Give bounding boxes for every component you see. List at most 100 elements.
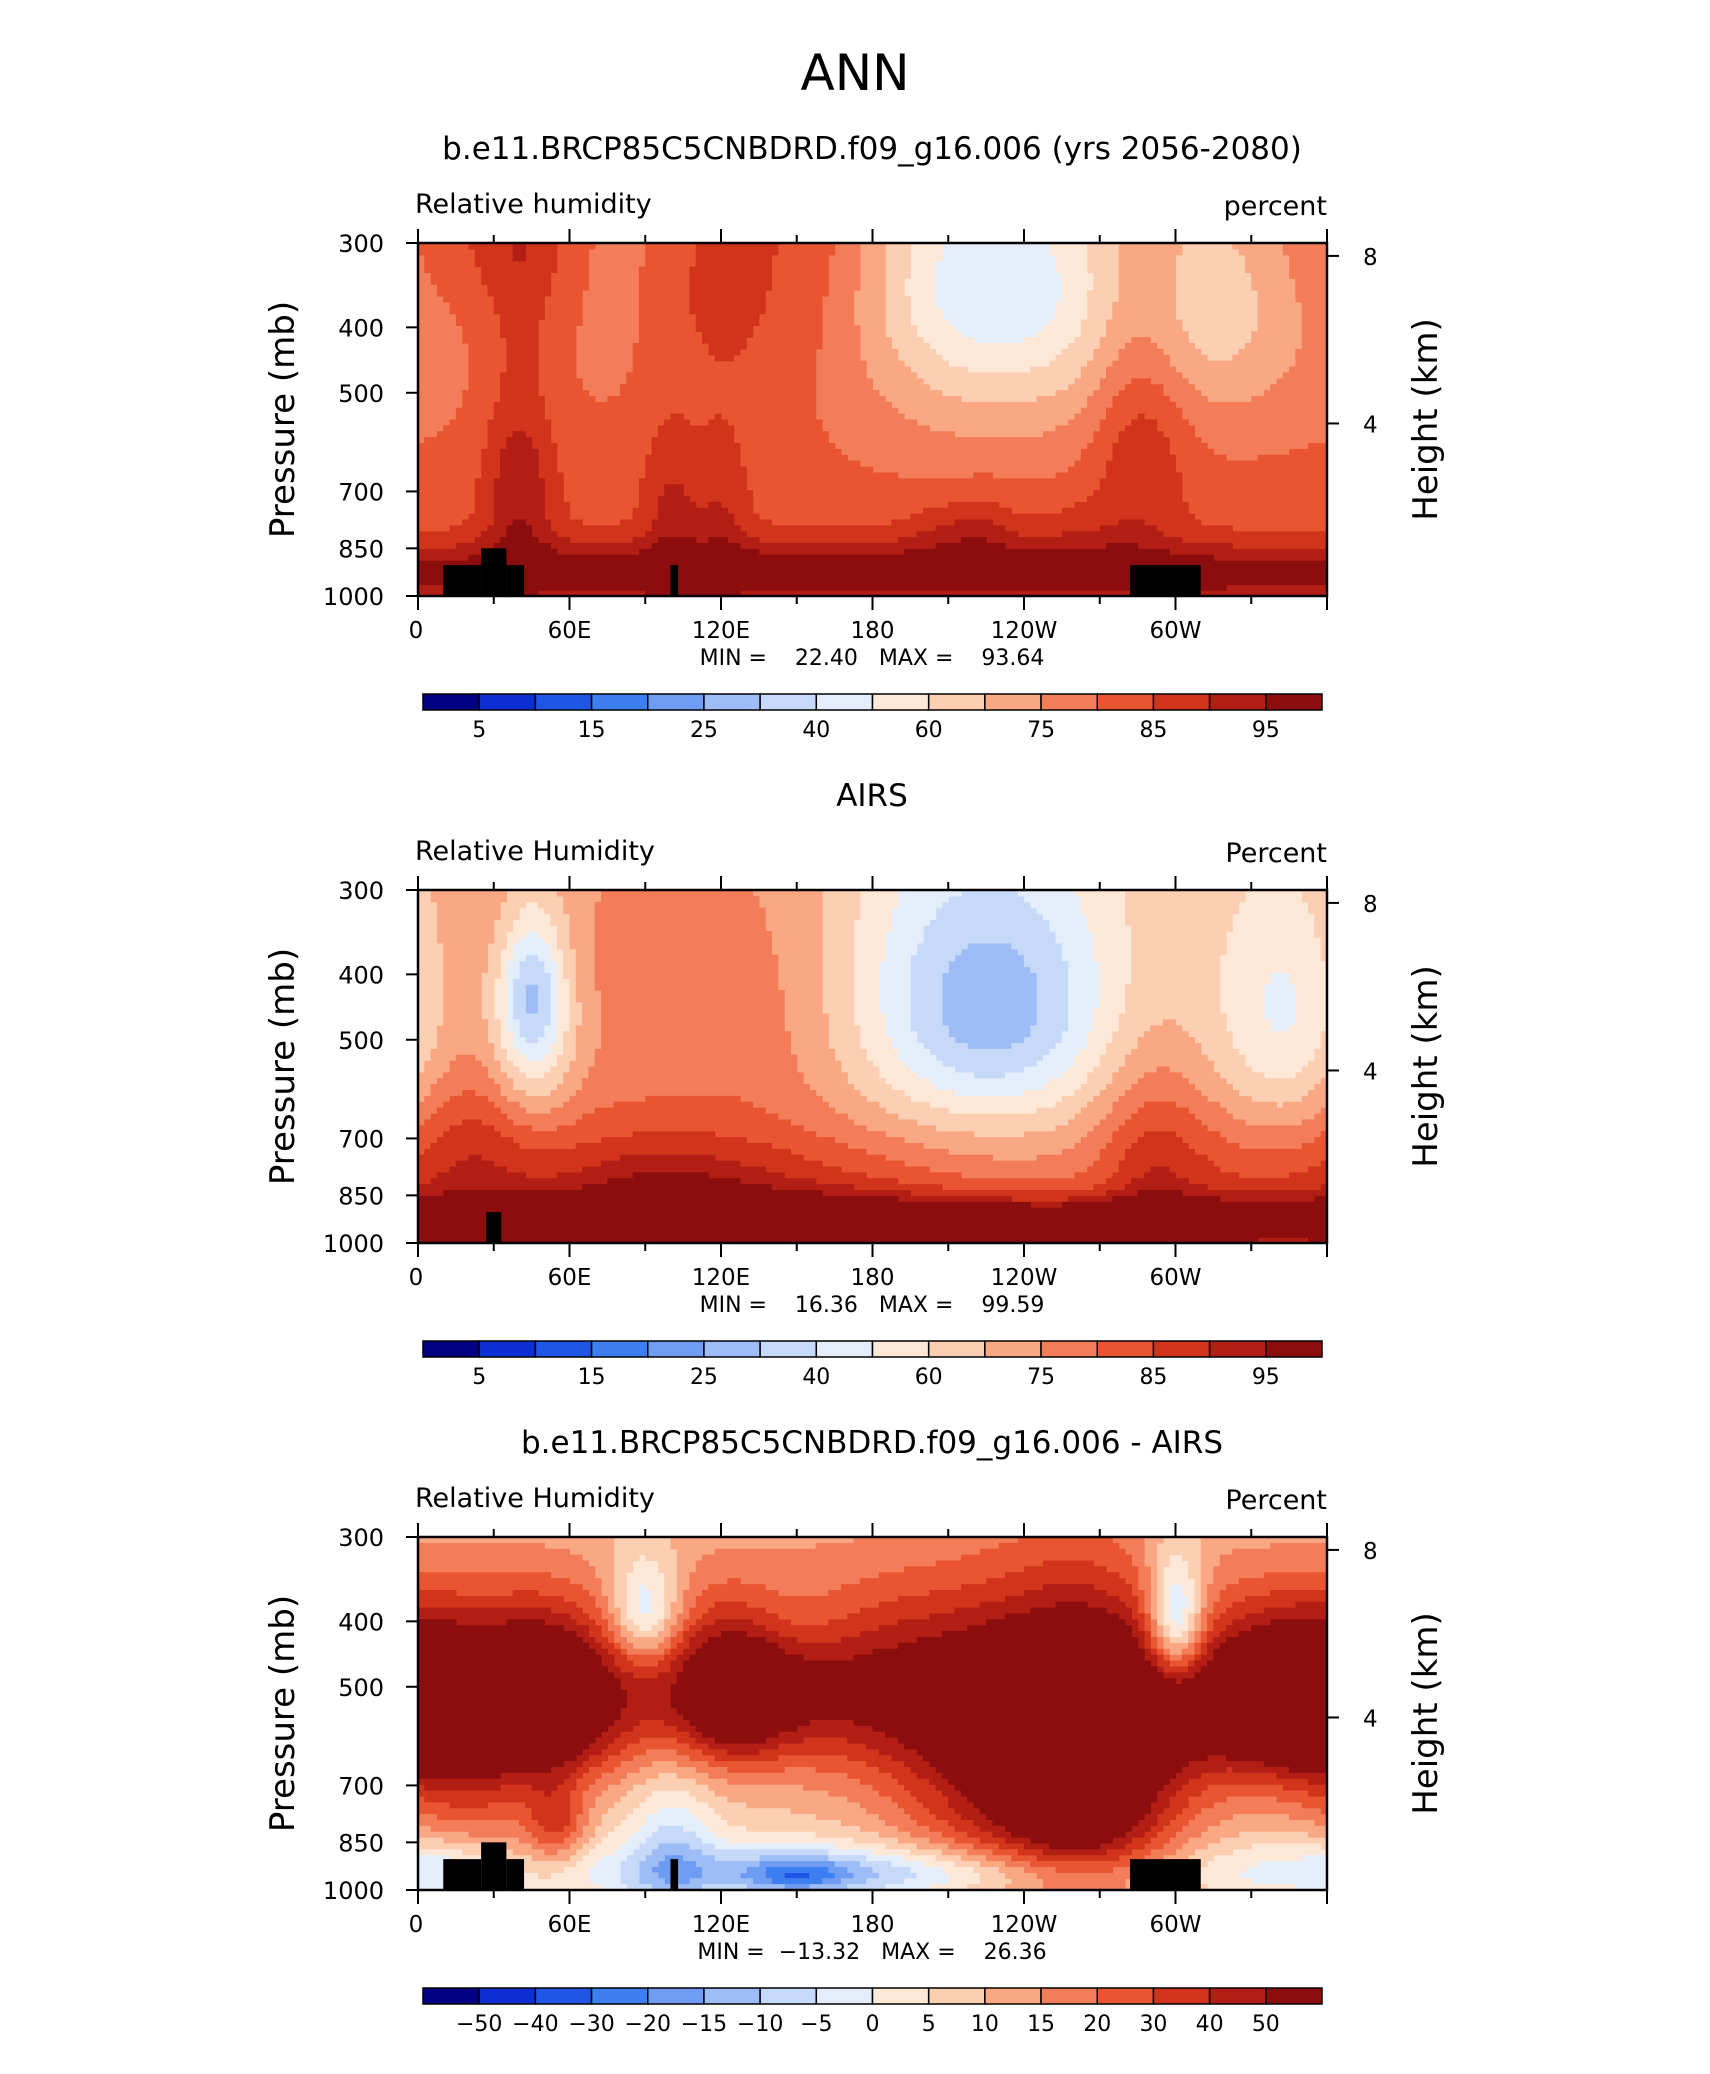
colorbar-box (1040, 1987, 1098, 2005)
land-mask (1130, 565, 1201, 596)
colorbar-label: −40 (512, 2012, 558, 2037)
colorbar-box (815, 1987, 874, 2005)
contour-level-10 (418, 890, 1327, 1162)
x-tick-label: 60E (548, 1265, 592, 1291)
min-max-label: MIN = 22.40 MAX = 93.64 (700, 646, 1045, 671)
contour-level-15 (418, 1172, 1327, 1243)
colorbar: −50 −40 −30 −20 −15 −10 −5 0 5 10 15 20 30 40 50 (422, 1987, 1323, 2037)
x-tick-label: 0 (409, 1912, 424, 1938)
colorbar-box (815, 1340, 874, 1358)
colorbar-box (927, 1340, 986, 1358)
panel-2: AIRS Relative Humidity Percent 0 60E 120E 180 1… (263, 778, 1446, 1390)
colorbar-label: −20 (625, 2012, 671, 2037)
colorbar-box (1096, 1987, 1155, 2005)
panel-1: b.e11.BRCP85C5CNBDRD.f09_g16.006 (yrs 20… (263, 131, 1446, 743)
colorbar-box (478, 693, 537, 711)
x-tick-label: 120W (991, 1265, 1058, 1291)
x-tick-label: 120E (692, 618, 750, 644)
contour-level-7 (935, 243, 1063, 344)
contour-level-8 (418, 1554, 1327, 1890)
contour-level-8 (904, 243, 1095, 374)
y2-axis-label: Height (km) (1406, 1612, 1446, 1815)
contour-level-9 (418, 1537, 1327, 1890)
colorbar-box (1152, 693, 1211, 711)
colorbar-box (1040, 1340, 1098, 1358)
y-tick-label: 700 (338, 1772, 384, 1800)
variable-label: Relative Humidity (415, 1483, 655, 1514)
panel-title: b.e11.BRCP85C5CNBDRD.f09_g16.006 - AIRS (521, 1425, 1223, 1461)
colorbar-box (590, 1340, 649, 1358)
colorbar-label: 30 (1139, 2012, 1167, 2037)
colorbar-box (1208, 1340, 1267, 1358)
colorbar-box (590, 693, 649, 711)
colorbar-box (590, 1987, 649, 2005)
colorbar-box (927, 1987, 986, 2005)
main-title: ANN (800, 44, 909, 102)
variable-label: Relative Humidity (415, 836, 655, 867)
colorbar-label: 50 (1252, 2012, 1280, 2037)
colorbar-box (759, 693, 818, 711)
contour-level-2 (784, 1872, 810, 1879)
colorbar-box (871, 1987, 930, 2005)
colorbar-box (759, 1987, 818, 2005)
x-tick-label: 60W (1149, 618, 1201, 644)
x-tick-label: 0 (409, 1265, 424, 1291)
units-label: percent (1224, 191, 1327, 222)
colorbar-box (984, 1987, 1042, 2005)
x-tick-label: 180 (851, 1265, 895, 1291)
contour-level-12 (418, 1537, 1327, 1873)
contour-level-7 (506, 890, 1297, 1097)
x-tick-label: 120W (991, 618, 1058, 644)
x-tick-label: 60E (548, 1912, 592, 1938)
contour-level-3 (765, 1866, 836, 1885)
land-mask (481, 548, 507, 596)
colorbar-box (534, 693, 593, 711)
contour-level-5 (638, 1842, 880, 1890)
colorbar-box (647, 693, 705, 711)
colorbar-box (703, 693, 761, 711)
colorbar-label: 5 (472, 1365, 486, 1390)
contour-level-13 (418, 1119, 1327, 1203)
colorbar-box (703, 1987, 761, 2005)
land-mask (486, 1212, 502, 1243)
colorbar-box (647, 1340, 705, 1358)
x-tick-label: 60W (1149, 1265, 1201, 1291)
colorbar-label: 0 (866, 2012, 880, 2037)
land-mask (443, 1859, 482, 1890)
x-tick-label: 0 (409, 618, 424, 644)
colorbar-label: 15 (1027, 2012, 1055, 2037)
y-tick-label: 850 (338, 1182, 384, 1210)
colorbar-box (422, 1340, 480, 1358)
contour-level-10 (418, 1537, 1327, 1890)
y-tick-label: 500 (338, 1027, 384, 1055)
y-tick-label: 850 (338, 535, 384, 563)
colorbar-label: 15 (578, 718, 606, 743)
colorbar: 5 15 25 40 60 75 85 95 (422, 1340, 1323, 1390)
colorbar-label: 5 (472, 718, 486, 743)
contour-level-14 (418, 1584, 1327, 1856)
y-tick-label: 700 (338, 478, 384, 506)
contour-level-6 (620, 1825, 918, 1890)
y-tick-label: 1000 (323, 583, 384, 611)
y-tick-label: 500 (338, 1674, 384, 1702)
y-tick-label: 400 (338, 961, 384, 989)
land-mask (670, 565, 679, 596)
x-tick-label: 60E (548, 618, 592, 644)
colorbar-box (1208, 693, 1267, 711)
panel-3: b.e11.BRCP85C5CNBDRD.f09_g16.006 - AIRS R… (263, 1425, 1446, 2037)
colorbar-label: 20 (1083, 2012, 1111, 2037)
colorbar-label: 95 (1252, 718, 1280, 743)
colorbar-box (1152, 1340, 1211, 1358)
y-axis-label: Pressure (mb) (263, 1595, 303, 1832)
colorbar-label: −50 (456, 2012, 502, 2037)
contour-level-6 (512, 890, 1069, 1079)
contour-level-10 (853, 243, 1303, 438)
colorbar-box (1265, 693, 1323, 711)
colorbar-box (1265, 1987, 1323, 2005)
units-label: Percent (1225, 838, 1327, 869)
colorbar-box (1040, 693, 1098, 711)
colorbar-box (815, 693, 874, 711)
colorbar-box (534, 1987, 593, 2005)
y-tick-label: 700 (338, 1125, 384, 1153)
